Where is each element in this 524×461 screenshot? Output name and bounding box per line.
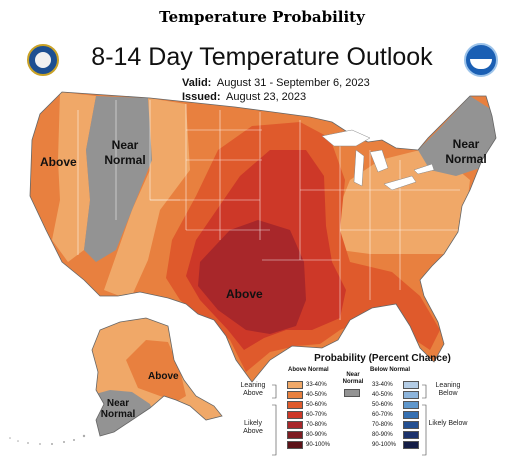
issued-label: Issued: [182, 91, 221, 103]
legend-below-row-swatch [403, 391, 419, 399]
valid-label: Valid: [182, 77, 212, 89]
legend-below-row-swatch [403, 431, 419, 439]
map-title: 8-14 Day Temperature Outlook [91, 43, 433, 71]
conus-outline [29, 91, 497, 383]
legend-near-normal-label: Near Normal [342, 372, 364, 385]
region-label-above-alaska: Above [148, 371, 179, 382]
legend-below-row-swatch [403, 401, 419, 409]
legend-above-row-label: 60-70% [306, 412, 327, 418]
legend-above-row-label: 80-90% [306, 432, 327, 438]
legend-below-row-label: 33-40% [372, 382, 393, 388]
legend-below-row-label: 40-50% [372, 392, 393, 398]
date-block: Valid: August 31 - September 6, 2023 Iss… [182, 76, 370, 104]
aleutian-islands [9, 434, 86, 445]
region-label-near-normal-alaska: Near Normal [100, 398, 136, 420]
legend-likely-below: Likely Below [428, 420, 468, 427]
legend-above-row-swatch [287, 421, 303, 429]
region-label-near-normal-west: Near Normal [104, 138, 146, 167]
legend-above-row-swatch [287, 381, 303, 389]
legend-leaning-above: Leaning Above [240, 382, 266, 397]
legend-leaning-below: Leaning Below [435, 382, 461, 397]
great-lakes [321, 129, 435, 191]
region-label-above-south: Above [226, 287, 263, 301]
legend-above-row-label: 33-40% [306, 382, 327, 388]
legend-below-row-label: 70-80% [372, 422, 393, 428]
legend-above-row-swatch [287, 431, 303, 439]
legend-below-row-swatch [403, 411, 419, 419]
state-borders [77, 100, 460, 320]
legend-below-row-label: 60-70% [372, 412, 393, 418]
above-33-40-central-band [104, 98, 190, 300]
legend-title: Probability (Percent Chance) [314, 353, 451, 364]
legend-above-row-swatch [287, 411, 303, 419]
page-title: Temperature Probability [159, 8, 365, 26]
legend-below-row-label: 50-60% [372, 402, 393, 408]
legend-above-row-label: 70-80% [306, 422, 327, 428]
commerce-seal-icon [27, 44, 59, 76]
alaska-outline [91, 317, 223, 437]
valid-dates: August 31 - September 6, 2023 [216, 77, 370, 89]
legend-above-row-swatch [287, 401, 303, 409]
legend-above-row-label: 50-60% [306, 402, 327, 408]
legend-below-row-swatch [403, 421, 419, 429]
legend-above-row-label: 90-100% [306, 442, 331, 448]
legend-near-normal-swatch [344, 389, 360, 397]
legend-below-header: Below Normal [370, 367, 411, 373]
near-normal-west [84, 96, 152, 262]
legend-likely-above: Likely Above [243, 420, 263, 435]
legend-below-row-swatch [403, 441, 419, 449]
region-label-near-normal-northeast: Near Normal [445, 137, 487, 166]
legend-above-row-label: 40-50% [306, 392, 327, 398]
above-70-80 [198, 220, 306, 334]
alaska-above-40-50 [126, 340, 186, 402]
legend-above-row-swatch [287, 441, 303, 449]
near-normal-northeast [418, 96, 496, 176]
above-33-40-band [52, 92, 96, 262]
legend-below-row-label: 90-100% [372, 442, 397, 448]
legend-above-row-swatch [287, 391, 303, 399]
noaa-logo-icon [464, 43, 498, 77]
region-label-above-west: Above [40, 155, 77, 169]
legend-above-header: Above Normal [288, 367, 329, 373]
legend-below-row-swatch [403, 381, 419, 389]
issued-date: August 23, 2023 [226, 91, 307, 103]
legend-below-row-label: 80-90% [372, 432, 393, 438]
